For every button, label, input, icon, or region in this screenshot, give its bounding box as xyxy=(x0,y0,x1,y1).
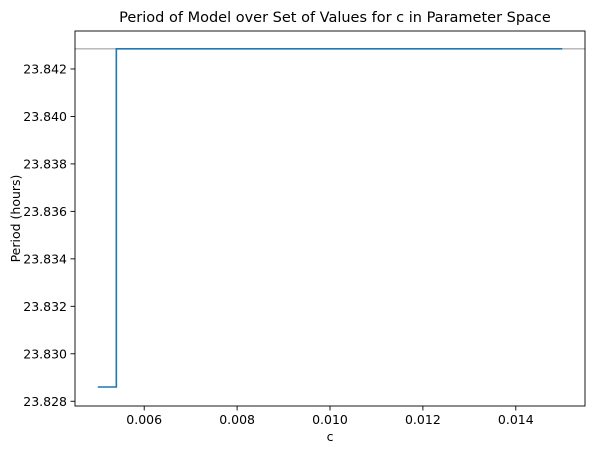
x-tick-label: 0.008 xyxy=(219,412,255,427)
y-tick-label: 23.840 xyxy=(23,109,67,124)
x-tick-label: 0.010 xyxy=(312,412,348,427)
series-line-0 xyxy=(97,47,563,388)
y-tick-label: 23.836 xyxy=(23,204,67,219)
axes-frame xyxy=(74,30,586,407)
x-tick-label: 0.012 xyxy=(405,412,441,427)
y-tick-label: 23.832 xyxy=(23,299,67,314)
plot-area xyxy=(75,47,585,388)
x-axis-label: c xyxy=(327,429,334,444)
x-axis: 0.006 0.008 0.010 0.012 0.014 xyxy=(126,406,534,427)
x-tick-label: 0.006 xyxy=(126,412,162,427)
y-tick-label: 23.834 xyxy=(23,251,67,266)
chart-title: Period of Model over Set of Values for c… xyxy=(119,10,551,26)
y-tick-label: 23.842 xyxy=(23,61,67,76)
x-tick-label: 0.014 xyxy=(498,412,534,427)
y-tick-label: 23.830 xyxy=(23,346,67,361)
y-axis-label: Period (hours) xyxy=(8,175,23,263)
y-tick-label: 23.828 xyxy=(23,394,67,409)
y-tick-label: 23.838 xyxy=(23,156,67,171)
y-axis: 23.828 23.830 23.832 23.834 23.836 23.838 23.8… xyxy=(23,61,75,409)
